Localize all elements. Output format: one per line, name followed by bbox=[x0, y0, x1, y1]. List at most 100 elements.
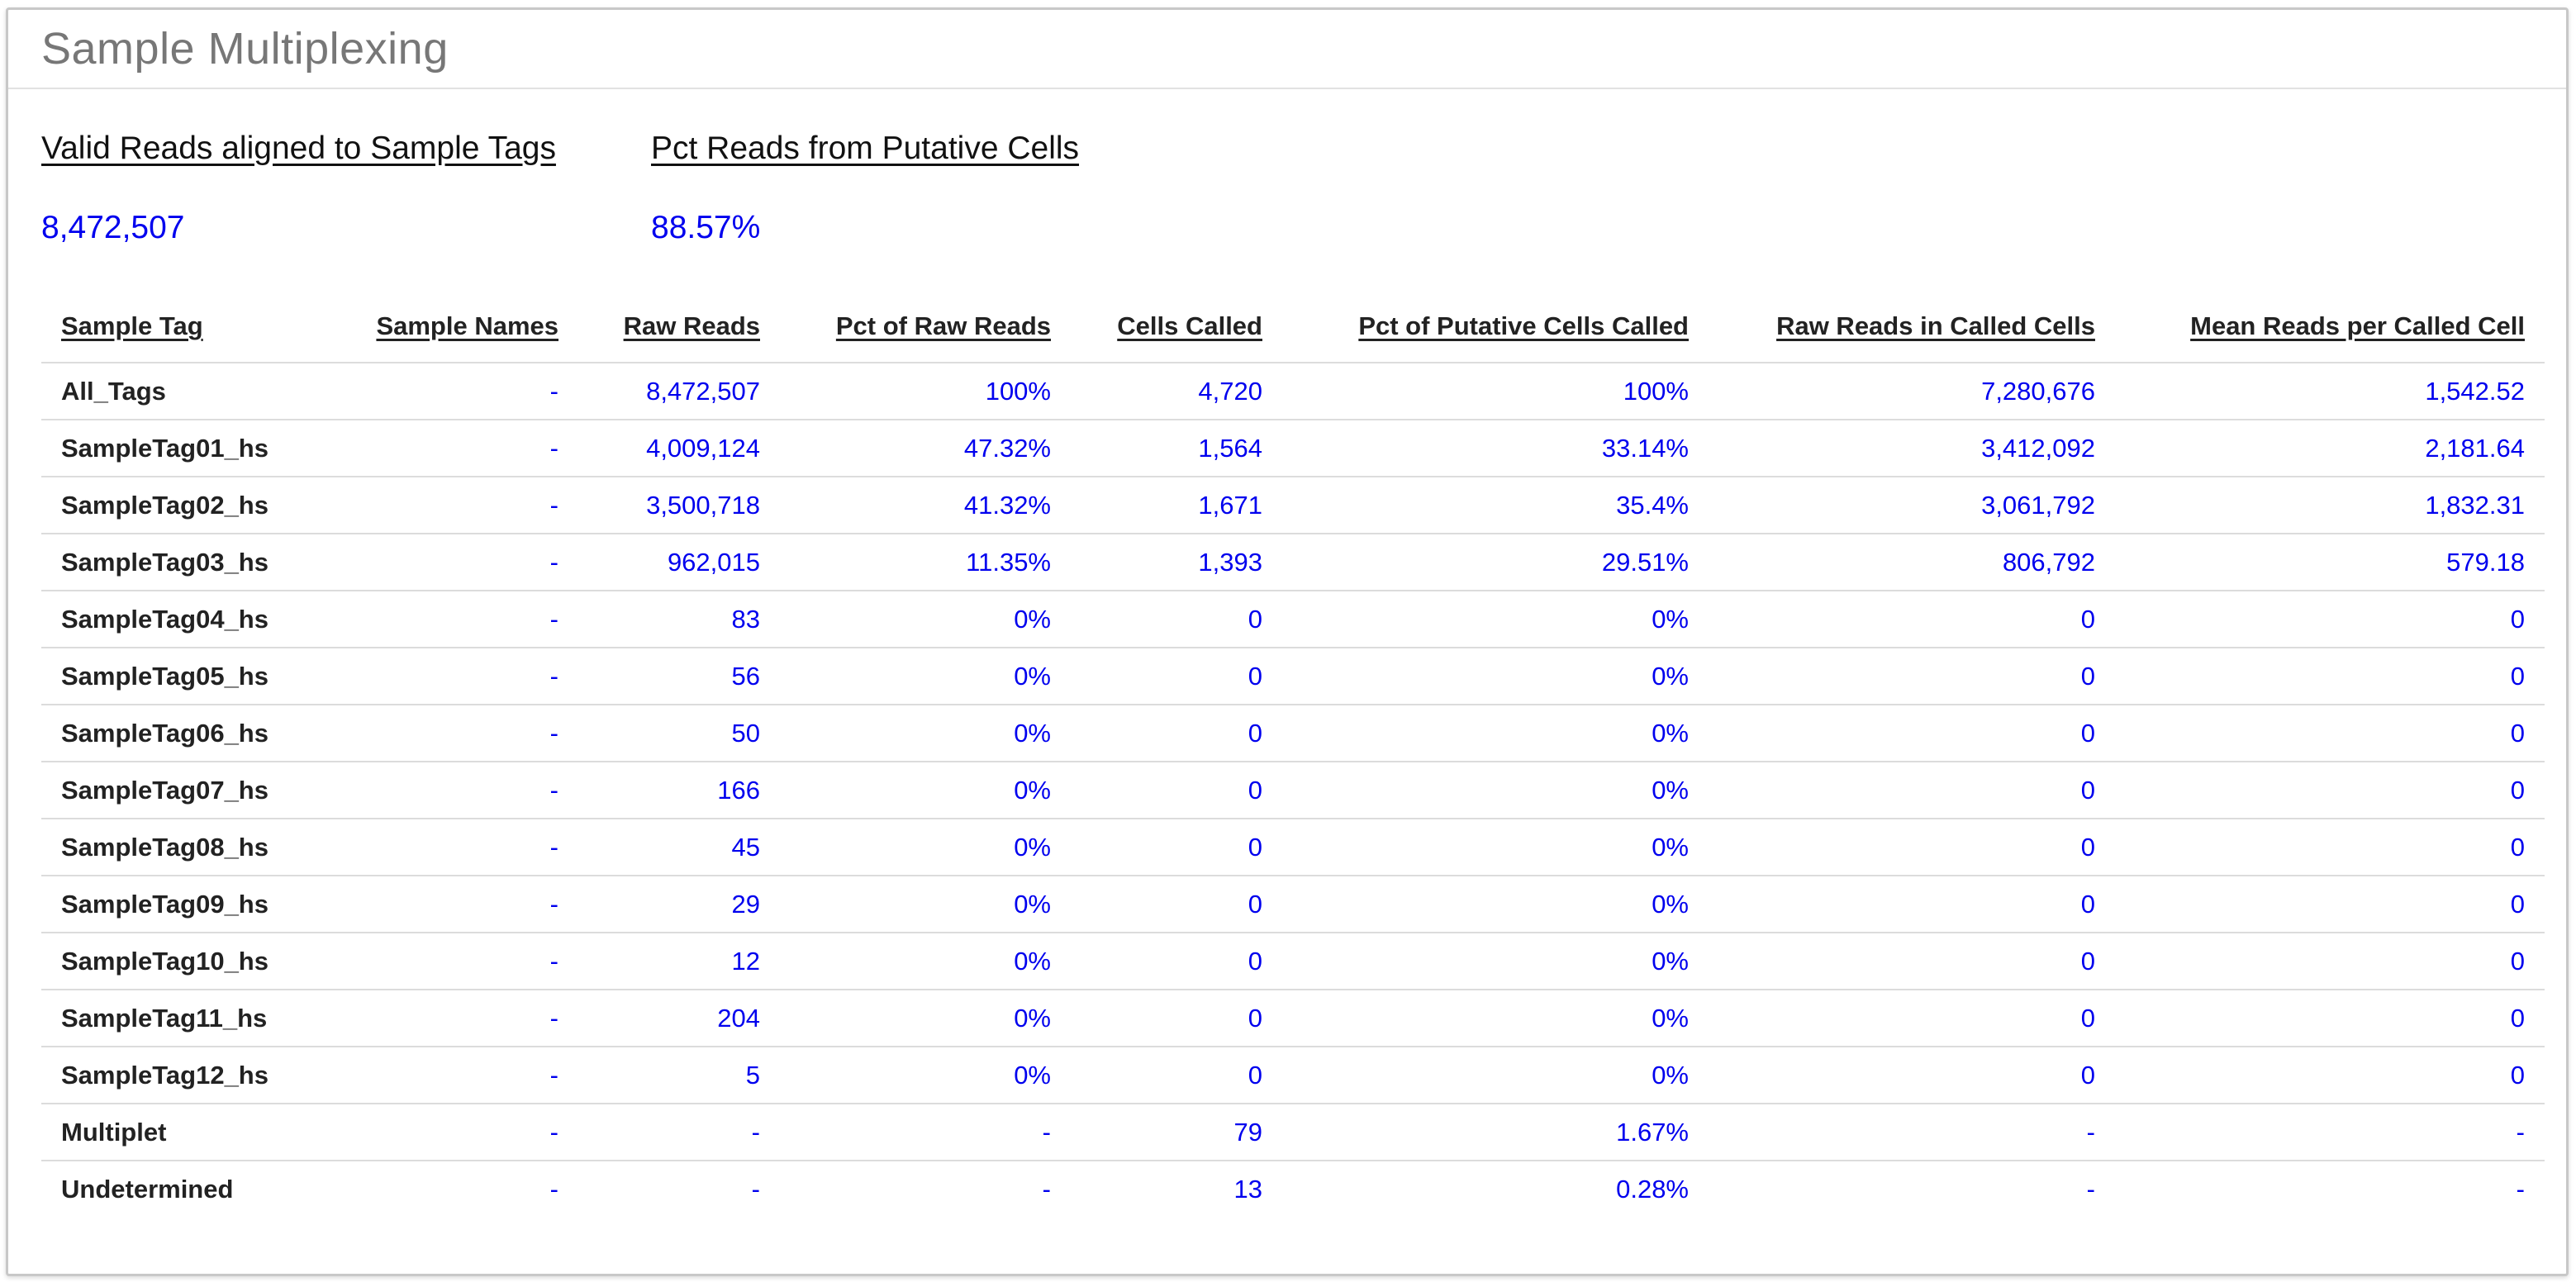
pct-putative-cells-cell: 0% bbox=[1282, 990, 1709, 1047]
mean-reads-per-cell-cell: 0 bbox=[2115, 648, 2545, 705]
cells-called-cell: 0 bbox=[1071, 648, 1282, 705]
raw-reads-header: Raw Reads bbox=[578, 291, 780, 363]
pct-putative-cells-cell: 0% bbox=[1282, 876, 1709, 933]
mean-reads-per-cell-cell: 0 bbox=[2115, 705, 2545, 762]
raw-reads-cell: - bbox=[751, 1174, 760, 1204]
pct-raw-reads-cell: 0% bbox=[780, 705, 1071, 762]
table-header-row: Sample Tag Sample Names Raw Reads Pct of Ra… bbox=[41, 291, 2545, 363]
raw-reads-called-cells-cell: 3,412,092 bbox=[1709, 420, 2115, 477]
sample-tag-cell: SampleTag07_hs bbox=[41, 762, 314, 819]
valid-reads-metric: Valid Reads aligned to Sample Tags 8,472… bbox=[41, 131, 556, 246]
pct-putative-cells-cell: 0% bbox=[1282, 933, 1709, 990]
mean-reads-per-cell-cell: 0 bbox=[2115, 762, 2545, 819]
pct-raw-reads-cell: 41.32% bbox=[780, 477, 1071, 534]
table-row: SampleTag05_hs -56 0% 0 0% 0 0 bbox=[41, 648, 2545, 705]
sample-names-cell: - bbox=[314, 363, 578, 420]
raw-reads-called-cells-cell: 0 bbox=[1709, 819, 2115, 876]
raw-reads-cell: 166 bbox=[578, 762, 780, 819]
cells-called-cell: 0 bbox=[1071, 705, 1282, 762]
sample-tag-cell: SampleTag01_hs bbox=[41, 420, 314, 477]
pct-putative-cells-cell: 29.51% bbox=[1282, 534, 1709, 591]
mean-reads-per-cell-cell: 0 bbox=[2115, 933, 2545, 990]
mean-reads-per-cell-cell: 1,542.52 bbox=[2115, 363, 2545, 420]
raw-reads-called-cells-cell: 0 bbox=[1709, 591, 2115, 648]
sample-tag-cell: Multiplet bbox=[41, 1104, 314, 1161]
sample-names-cell: - bbox=[314, 591, 578, 648]
table-row: SampleTag08_hs -45 0% 0 0% 0 0 bbox=[41, 819, 2545, 876]
cells-called-cell: 13 bbox=[1233, 1174, 1262, 1204]
raw-reads-cell: 962,015 bbox=[578, 534, 780, 591]
valid-reads-label: Valid Reads aligned to Sample Tags bbox=[41, 131, 556, 166]
pct-putative-cells-cell: 0% bbox=[1282, 819, 1709, 876]
raw-reads-called-cells-cell: 806,792 bbox=[1709, 534, 2115, 591]
pct-raw-reads-cell: 0% bbox=[780, 762, 1071, 819]
raw-reads-cell: 3,500,718 bbox=[578, 477, 780, 534]
raw-reads-cell: 45 bbox=[578, 819, 780, 876]
sample-names-cell: - bbox=[314, 990, 578, 1047]
pct-raw-reads-cell: 0% bbox=[780, 819, 1071, 876]
pct-raw-reads-cell: 0% bbox=[780, 876, 1071, 933]
sample-tag-cell: SampleTag12_hs bbox=[41, 1047, 314, 1104]
pct-putative-metric: Pct Reads from Putative Cells 88.57% bbox=[651, 131, 1079, 246]
raw-reads-cell: 5 bbox=[578, 1047, 780, 1104]
pct-raw-reads-cell: 0% bbox=[780, 933, 1071, 990]
sample-tag-table: Sample Tag Sample Names Raw Reads Pct of Ra… bbox=[41, 291, 2545, 1217]
pct-putative-cells-cell: 0% bbox=[1282, 591, 1709, 648]
sample-names-cell: - bbox=[314, 705, 578, 762]
mean-reads-per-cell-cell: 0 bbox=[2115, 990, 2545, 1047]
pct-raw-reads-cell: 100% bbox=[780, 363, 1071, 420]
pct-putative-cells-cell: 100% bbox=[1282, 363, 1709, 420]
raw-reads-called-cells-cell: 0 bbox=[1709, 990, 2115, 1047]
mean-reads-per-cell-cell: 0 bbox=[2115, 591, 2545, 648]
mean-reads-per-cell-cell: 2,181.64 bbox=[2115, 420, 2545, 477]
sample-tag-cell: SampleTag06_hs bbox=[41, 705, 314, 762]
sample-names-cell: - bbox=[314, 420, 578, 477]
raw-reads-cell: 56 bbox=[578, 648, 780, 705]
table-row: SampleTag10_hs -12 0% 0 0% 0 0 bbox=[41, 933, 2545, 990]
cells-called-header: Cells Called bbox=[1071, 291, 1282, 363]
sample-tag-cell: SampleTag05_hs bbox=[41, 648, 314, 705]
raw-reads-called-cells-cell: - bbox=[2086, 1174, 2095, 1204]
raw-reads-cell: 29 bbox=[578, 876, 780, 933]
pct-raw-reads-cell: 47.32% bbox=[780, 420, 1071, 477]
pct-putative-label: Pct Reads from Putative Cells bbox=[651, 131, 1080, 166]
cells-called-cell: 0 bbox=[1071, 990, 1282, 1047]
pct-putative-cells-header: Pct of Putative Cells Called bbox=[1282, 291, 1709, 363]
sample-tag-cell: SampleTag03_hs bbox=[41, 534, 314, 591]
sample-names-cell: - bbox=[314, 819, 578, 876]
mean-reads-per-cell-cell: 1,832.31 bbox=[2115, 477, 2545, 534]
raw-reads-called-cells-cell: 0 bbox=[1709, 705, 2115, 762]
sample-names-cell: - bbox=[314, 1047, 578, 1104]
cells-called-cell: 1,393 bbox=[1071, 534, 1282, 591]
raw-reads-cell: - bbox=[578, 1104, 780, 1161]
pct-putative-cells-cell: 0% bbox=[1282, 648, 1709, 705]
table-row: Multiplet - - -79 1.67% - - bbox=[41, 1104, 2545, 1161]
table-body: All_Tags -8,472,507 100% 4,720 100% 7,280,676… bbox=[41, 363, 2545, 1217]
table-row: SampleTag03_hs -962,015 11.35% 1,393 29.51% 8… bbox=[41, 534, 2545, 591]
raw-reads-called-cells-cell: 7,280,676 bbox=[1709, 363, 2115, 420]
sample-tag-cell: Undetermined bbox=[61, 1174, 234, 1204]
table-row: SampleTag02_hs -3,500,718 41.32% 1,671 35.4%… bbox=[41, 477, 2545, 534]
sample-names-header: Sample Names bbox=[314, 291, 578, 363]
sample-names-cell: - bbox=[314, 648, 578, 705]
sample-names-cell: - bbox=[314, 933, 578, 990]
sample-tag-table-wrapper: Sample Tag Sample Names Raw Reads Pct of Ra… bbox=[41, 291, 2545, 1217]
pct-putative-cells-cell: 0% bbox=[1282, 762, 1709, 819]
pct-putative-cells-cell: 1.67% bbox=[1282, 1104, 1709, 1161]
raw-reads-called-cells-cell: 3,061,792 bbox=[1709, 477, 2115, 534]
raw-reads-cell: 204 bbox=[578, 990, 780, 1047]
panel-title: Sample Multiplexing bbox=[41, 24, 449, 74]
pct-raw-reads-cell: 11.35% bbox=[780, 534, 1071, 591]
cells-called-cell: 4,720 bbox=[1071, 363, 1282, 420]
sample-names-cell: - bbox=[549, 1174, 558, 1204]
mean-reads-per-cell-header: Mean Reads per Called Cell bbox=[2115, 291, 2545, 363]
mean-reads-per-cell-cell: 579.18 bbox=[2115, 534, 2545, 591]
sample-tag-cell: SampleTag08_hs bbox=[41, 819, 314, 876]
raw-reads-called-cells-header: Raw Reads in Called Cells bbox=[1709, 291, 2115, 363]
raw-reads-called-cells-cell: 0 bbox=[1709, 762, 2115, 819]
mean-reads-per-cell-cell: 0 bbox=[2115, 1047, 2545, 1104]
sample-names-cell: - bbox=[314, 534, 578, 591]
sample-tag-cell: SampleTag02_hs bbox=[41, 477, 314, 534]
table-row: SampleTag07_hs -166 0% 0 0% 0 0 bbox=[41, 762, 2545, 819]
cells-called-cell: 79 bbox=[1071, 1104, 1282, 1161]
